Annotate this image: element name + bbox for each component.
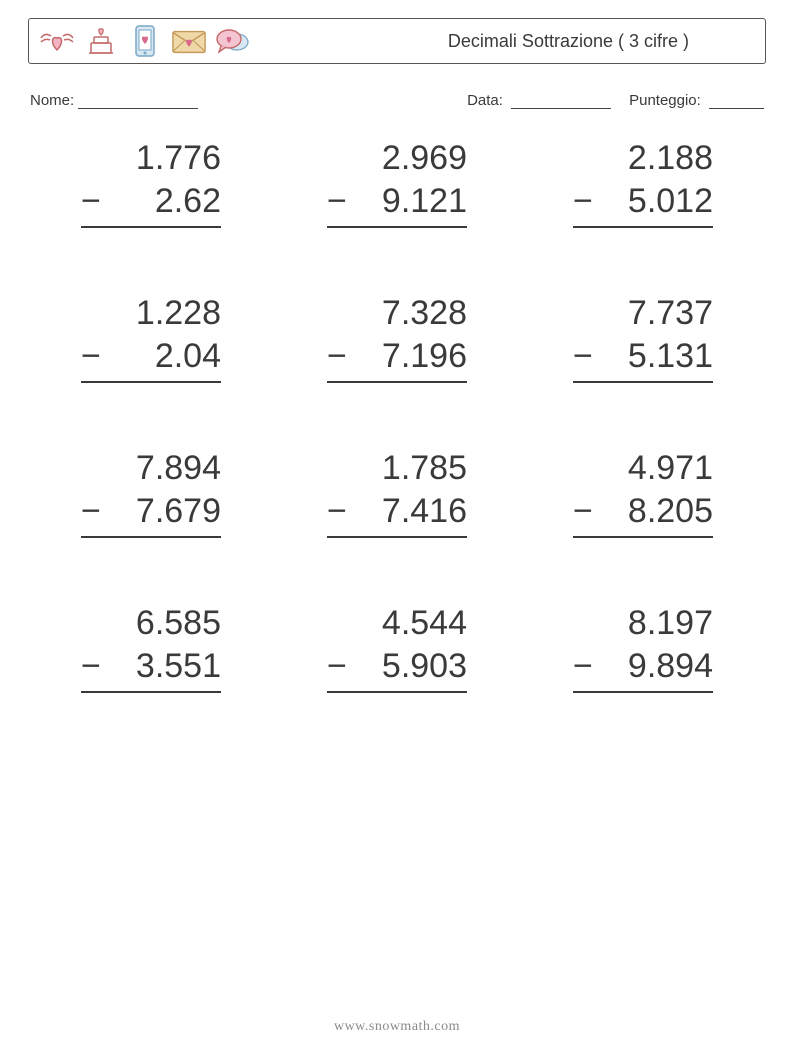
problem: 1.776−2.62 bbox=[68, 137, 234, 228]
minuend: 1.785 bbox=[327, 447, 467, 490]
minuend: 4.971 bbox=[573, 447, 713, 490]
subtrahend: 3.551 bbox=[103, 645, 221, 688]
subtrahend: 5.903 bbox=[349, 645, 467, 688]
answer-rule bbox=[327, 226, 467, 228]
name-label: Nome: bbox=[30, 92, 74, 109]
cake-heart-icon bbox=[83, 24, 119, 58]
minuend: 6.585 bbox=[81, 602, 221, 645]
minus-sign-icon: − bbox=[327, 335, 349, 378]
phone-heart-icon bbox=[127, 24, 163, 58]
subtrahend: 9.121 bbox=[349, 180, 467, 223]
minuend: 4.544 bbox=[327, 602, 467, 645]
info-row: Nome: Data: Punteggio: bbox=[28, 92, 766, 109]
answer-rule bbox=[327, 381, 467, 383]
minuend: 1.776 bbox=[81, 137, 221, 180]
answer-rule bbox=[327, 691, 467, 693]
problem: 6.585−3.551 bbox=[68, 602, 234, 693]
problem: 2.188−5.012 bbox=[560, 137, 726, 228]
problem: 7.328−7.196 bbox=[314, 292, 480, 383]
answer-rule bbox=[81, 536, 221, 538]
subtrahend: 5.012 bbox=[595, 180, 713, 223]
minuend: 1.228 bbox=[81, 292, 221, 335]
minuend: 2.188 bbox=[573, 137, 713, 180]
minus-sign-icon: − bbox=[327, 645, 349, 688]
minus-sign-icon: − bbox=[81, 645, 103, 688]
minuend: 2.969 bbox=[327, 137, 467, 180]
score-blank[interactable] bbox=[709, 93, 764, 109]
minus-sign-icon: − bbox=[327, 490, 349, 533]
problem: 8.197−9.894 bbox=[560, 602, 726, 693]
header-box: Decimali Sottrazione ( 3 cifre ) bbox=[28, 18, 766, 64]
answer-rule bbox=[573, 381, 713, 383]
subtrahend: 9.894 bbox=[595, 645, 713, 688]
answer-rule bbox=[573, 691, 713, 693]
answer-rule bbox=[327, 536, 467, 538]
subtrahend: 2.04 bbox=[103, 335, 221, 378]
problem: 1.228−2.04 bbox=[68, 292, 234, 383]
problem: 4.544−5.903 bbox=[314, 602, 480, 693]
subtrahend: 8.205 bbox=[595, 490, 713, 533]
date-blank[interactable] bbox=[511, 93, 611, 109]
minus-sign-icon: − bbox=[573, 335, 595, 378]
answer-rule bbox=[81, 226, 221, 228]
answer-rule bbox=[573, 226, 713, 228]
subtrahend: 7.679 bbox=[103, 490, 221, 533]
score-label: Punteggio: bbox=[629, 92, 701, 109]
minus-sign-icon: − bbox=[81, 180, 103, 223]
problem: 1.785−7.416 bbox=[314, 447, 480, 538]
envelope-heart-icon bbox=[171, 24, 207, 58]
minuend: 7.894 bbox=[81, 447, 221, 490]
minuend: 7.328 bbox=[327, 292, 467, 335]
answer-rule bbox=[81, 691, 221, 693]
answer-rule bbox=[81, 381, 221, 383]
subtrahend: 7.196 bbox=[349, 335, 467, 378]
subtrahend: 7.416 bbox=[349, 490, 467, 533]
problems-grid: 1.776−2.622.969−9.1212.188−5.0121.228−2.… bbox=[28, 137, 766, 693]
answer-rule bbox=[573, 536, 713, 538]
footer-link: www.snowmath.com bbox=[0, 1019, 794, 1035]
minus-sign-icon: − bbox=[327, 180, 349, 223]
minus-sign-icon: − bbox=[573, 180, 595, 223]
problem: 2.969−9.121 bbox=[314, 137, 480, 228]
winged-heart-icon bbox=[39, 24, 75, 58]
header-icons bbox=[39, 24, 251, 58]
chat-heart-icon bbox=[215, 24, 251, 58]
minus-sign-icon: − bbox=[573, 490, 595, 533]
problem: 7.894−7.679 bbox=[68, 447, 234, 538]
subtrahend: 5.131 bbox=[595, 335, 713, 378]
minus-sign-icon: − bbox=[573, 645, 595, 688]
name-blank[interactable] bbox=[78, 93, 198, 109]
problem: 7.737−5.131 bbox=[560, 292, 726, 383]
problem: 4.971−8.205 bbox=[560, 447, 726, 538]
date-label: Data: bbox=[467, 92, 503, 109]
worksheet-title: Decimali Sottrazione ( 3 cifre ) bbox=[448, 31, 749, 52]
minuend: 7.737 bbox=[573, 292, 713, 335]
minus-sign-icon: − bbox=[81, 335, 103, 378]
minus-sign-icon: − bbox=[81, 490, 103, 533]
subtrahend: 2.62 bbox=[103, 180, 221, 223]
minuend: 8.197 bbox=[573, 602, 713, 645]
